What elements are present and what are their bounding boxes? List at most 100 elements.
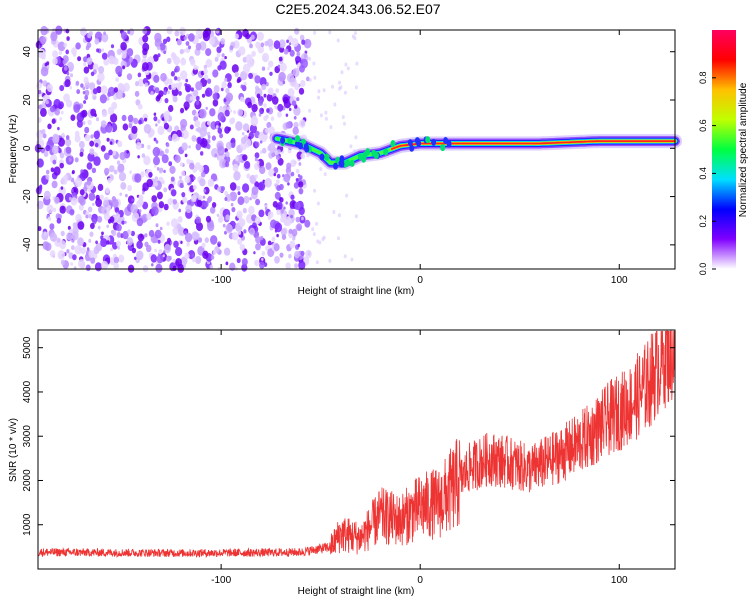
noise-speckle — [294, 250, 300, 259]
noise-speckle — [60, 259, 65, 265]
noise-speckle — [288, 233, 293, 239]
noise-speckle — [46, 84, 54, 93]
noise-speckle — [254, 152, 260, 159]
noise-speckle — [98, 66, 105, 74]
signal-blob — [297, 142, 303, 150]
noise-speckle — [154, 164, 157, 168]
noise-speckle — [118, 83, 122, 87]
signal-blob — [287, 137, 293, 145]
noise-speckle — [271, 236, 276, 242]
noise-speckle — [196, 66, 199, 70]
noise-speckle — [267, 248, 275, 258]
noise-speckle — [72, 254, 77, 261]
noise-speckle — [100, 120, 107, 128]
noise-speckle — [333, 102, 337, 107]
colorbar-label: Normalized spectral amplitude — [738, 82, 749, 217]
noise-speckle — [291, 228, 298, 237]
noise-speckle — [164, 148, 169, 154]
noise-speckle — [296, 51, 301, 57]
noise-speckle — [172, 199, 177, 205]
noise-speckle — [319, 113, 323, 118]
noise-speckle — [275, 154, 280, 161]
signal-blob — [319, 153, 325, 161]
noise-speckle — [243, 229, 247, 234]
noise-speckle — [40, 36, 47, 45]
noise-speckle — [101, 33, 109, 43]
noise-speckle — [277, 157, 284, 166]
noise-speckle — [167, 90, 170, 94]
noise-speckle — [236, 78, 241, 84]
noise-speckle — [136, 240, 143, 249]
noise-speckle — [266, 93, 273, 102]
noise-speckle — [160, 72, 167, 82]
noise-speckle — [252, 115, 256, 120]
noise-speckle — [38, 185, 43, 191]
noise-speckle — [75, 42, 81, 50]
x-tick-label: 100 — [611, 275, 628, 286]
noise-speckle — [163, 187, 168, 193]
noise-speckle — [130, 230, 135, 237]
noise-speckle — [292, 236, 296, 241]
noise-speckle — [297, 174, 301, 178]
noise-speckle — [106, 224, 110, 229]
noise-speckle — [64, 79, 71, 88]
colorbar-ticks: 0.0 0.2 0.4 0.6 0.8 — [698, 72, 716, 275]
noise-speckle — [186, 241, 191, 247]
noise-speckle — [95, 240, 98, 245]
noise-speckle — [151, 195, 157, 203]
noise-speckle — [345, 193, 349, 198]
noise-speckle — [203, 74, 209, 80]
noise-speckle — [219, 158, 227, 169]
noise-speckle — [313, 30, 317, 35]
noise-speckle — [77, 237, 84, 247]
noise-speckle — [114, 207, 120, 214]
noise-speckle — [300, 250, 305, 256]
noise-speckle — [86, 247, 90, 251]
signal-blob — [324, 153, 330, 161]
noise-speckle — [71, 47, 77, 55]
signal-blob — [333, 162, 338, 170]
noise-speckle — [101, 260, 109, 270]
snr-panel: 1000 2000 3000 4000 5000 -100 0 100 Height of … — [8, 329, 676, 597]
noise-speckle — [115, 89, 123, 100]
noise-speckle — [230, 203, 234, 207]
noise-speckle — [224, 230, 227, 235]
noise-speckle — [279, 197, 284, 203]
noise-speckle — [99, 194, 104, 201]
noise-speckle — [90, 71, 95, 77]
noise-speckle — [247, 101, 253, 109]
noise-speckle — [201, 93, 206, 98]
x-tick-label: -100 — [211, 275, 231, 286]
noise-speckle — [111, 196, 117, 202]
noise-speckle — [286, 73, 295, 83]
noise-speckle — [231, 142, 236, 148]
spectrogram-panel: -40 -20 0 20 40 -100 0 100 Height of straight … — [8, 25, 682, 297]
noise-speckle — [354, 214, 358, 219]
noise-speckle — [273, 40, 281, 50]
noise-speckle — [103, 152, 110, 160]
noise-speckle — [41, 231, 49, 241]
noise-speckle — [215, 28, 220, 34]
noise-speckle — [71, 245, 75, 251]
noise-speckle — [254, 141, 260, 148]
noise-speckle — [134, 256, 137, 260]
noise-speckle — [41, 148, 45, 154]
noise-speckle — [136, 217, 144, 227]
noise-speckle — [58, 50, 63, 55]
noise-speckle — [167, 237, 171, 243]
noise-speckle — [350, 257, 354, 262]
noise-speckle — [128, 123, 133, 129]
noise-speckle — [101, 110, 108, 118]
snr-ylabel: SNR (10 * v/v) — [8, 418, 19, 482]
noise-speckle — [144, 233, 148, 238]
noise-speckle — [52, 57, 58, 65]
noise-speckle — [232, 163, 239, 172]
noise-speckle — [231, 207, 236, 213]
noise-speckle — [225, 151, 230, 158]
noise-speckle — [329, 125, 333, 130]
noise-speckle — [59, 240, 67, 250]
noise-speckle — [283, 173, 291, 183]
noise-speckle — [237, 238, 243, 245]
noise-speckle — [202, 250, 209, 259]
noise-speckle — [250, 229, 254, 233]
